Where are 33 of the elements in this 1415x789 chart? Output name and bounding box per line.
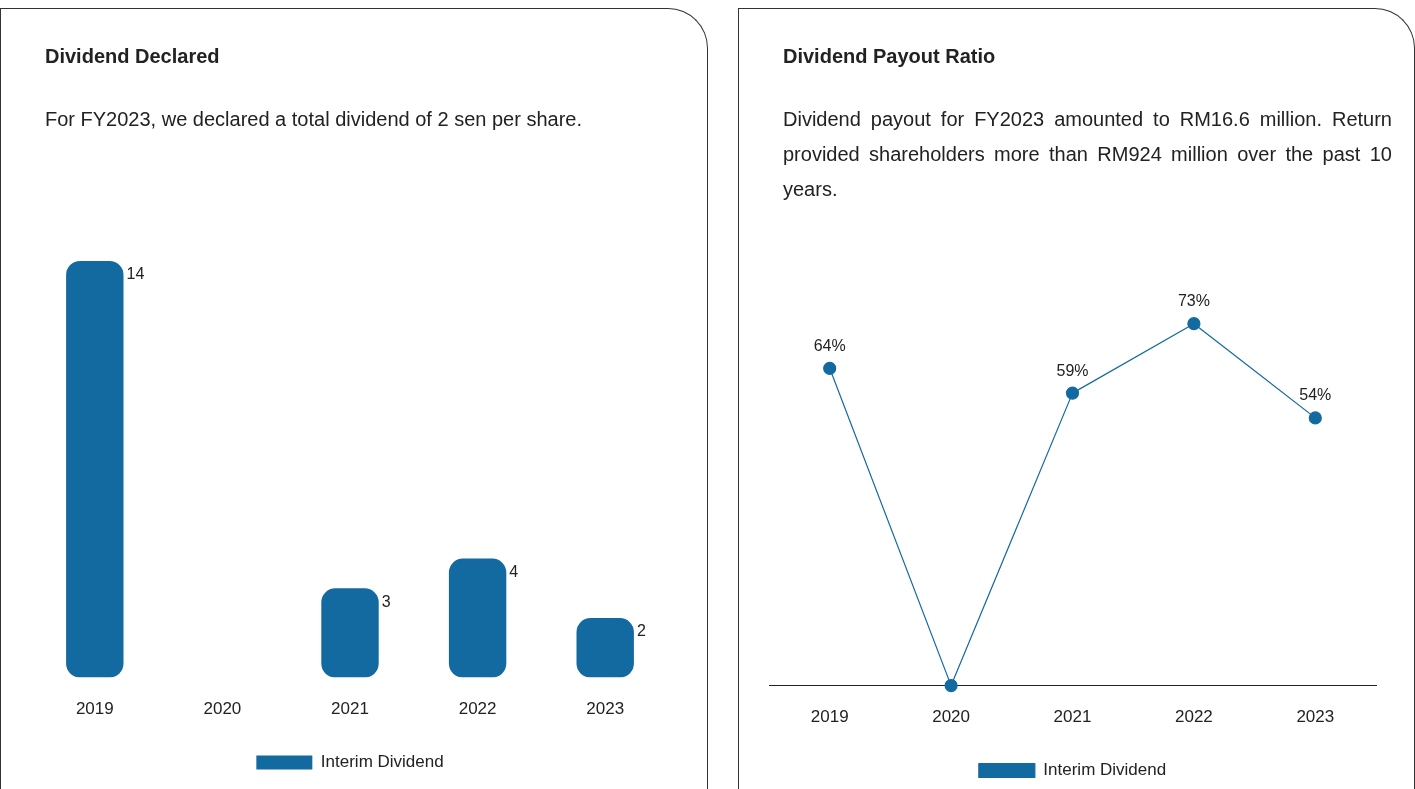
chart-subtitle: Dividend payout for FY2023 amounted to RM16.6 million. Return provided shareholders more than RM924 million over the past 10 years. xyxy=(783,107,1392,202)
bar xyxy=(66,261,124,678)
data-label: 64% xyxy=(813,336,846,354)
point xyxy=(1187,317,1201,331)
point xyxy=(1065,386,1080,400)
legend-label: Interim Dividend xyxy=(320,752,444,772)
legend-label: Interim Dividend xyxy=(1043,760,1167,780)
data-label: 2 xyxy=(636,622,646,640)
data-label: 3 xyxy=(381,592,391,610)
x-tick-label: 2023 xyxy=(1296,707,1335,727)
point xyxy=(944,679,958,693)
bar xyxy=(321,588,379,678)
chart-title: Dividend Payout Ratio xyxy=(783,45,997,68)
chart-title: Dividend Declared xyxy=(45,45,221,68)
chart-subtitle: For FY2023, we declared a total dividend of 2 sen per share. xyxy=(45,107,583,132)
data-label: 14 xyxy=(126,265,145,283)
x-tick-label: 2020 xyxy=(932,707,971,727)
point xyxy=(823,361,837,375)
data-label: 59% xyxy=(1056,361,1089,379)
x-tick-label: 2023 xyxy=(586,699,625,719)
data-label: 54% xyxy=(1299,386,1332,404)
bar xyxy=(448,558,507,678)
bar xyxy=(576,618,634,678)
data-label: 73% xyxy=(1177,292,1210,310)
x-tick-label: 2021 xyxy=(331,699,369,719)
x-tick-label: 2022 xyxy=(1174,707,1213,727)
x-tick-label: 2022 xyxy=(458,699,497,719)
data-label: 4 xyxy=(509,562,519,580)
point xyxy=(1308,411,1322,425)
x-tick-label: 2019 xyxy=(75,699,114,719)
x-tick-label: 2019 xyxy=(810,707,849,727)
x-tick-label: 2021 xyxy=(1053,707,1092,727)
x-tick-label: 2020 xyxy=(203,699,242,719)
